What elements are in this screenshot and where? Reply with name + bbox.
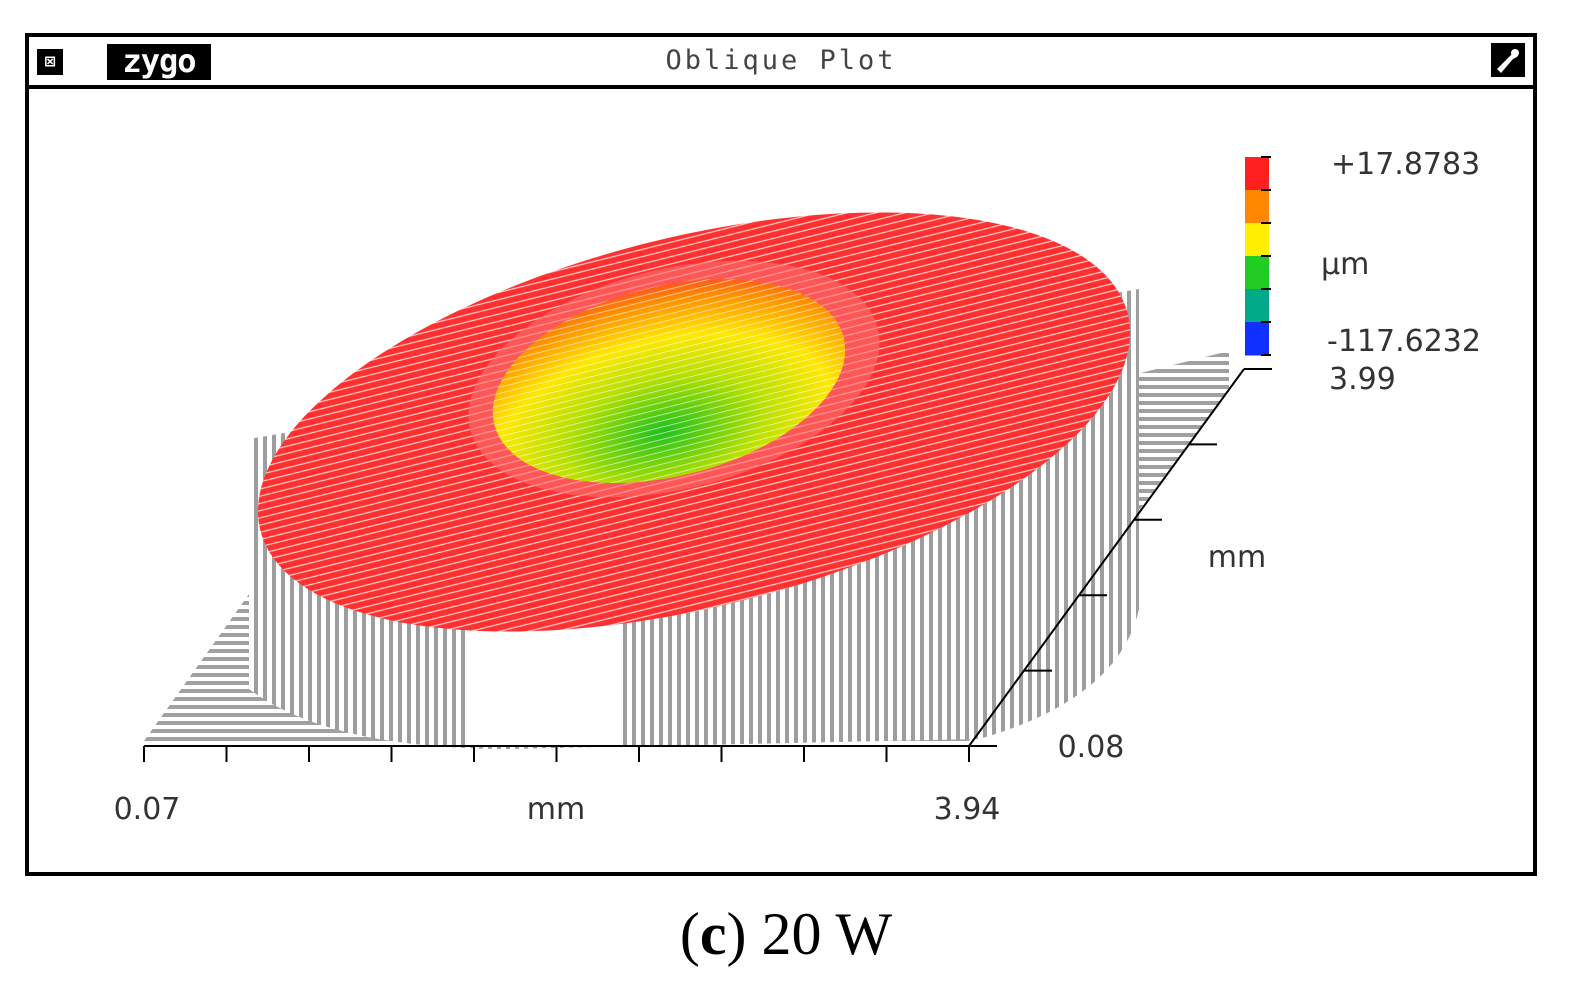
y-axis-min: 0.08 <box>1058 730 1125 765</box>
y-axis-max: 3.99 <box>1329 362 1396 397</box>
caption-letter: c <box>699 901 727 967</box>
colorbar-segment <box>1245 223 1269 257</box>
colorbar <box>1245 156 1271 356</box>
figure-caption: (c) 20 W <box>679 901 893 967</box>
x-axis-label: mm <box>527 792 585 827</box>
x-axis-min: 0.07 <box>114 792 181 827</box>
close-box-icon[interactable]: ⊠ <box>37 49 63 75</box>
tool-wrench-icon[interactable] <box>1491 43 1525 77</box>
colorbar-segment <box>1245 190 1269 224</box>
x-axis-ticks <box>143 746 970 762</box>
colorbar-segment <box>1245 157 1269 191</box>
colorbar-unit: µm <box>1321 247 1369 282</box>
y-axis-line <box>968 368 1245 747</box>
colorbar-max: +17.8783 <box>1331 147 1480 182</box>
window-title: Oblique Plot <box>665 45 897 76</box>
crater-scanlines <box>492 279 846 483</box>
y-axis-ticks <box>969 368 1272 747</box>
zygo-window: ⊠ zygo Oblique Plot <box>25 33 1537 876</box>
y-axis-label: mm <box>1208 540 1266 575</box>
oblique-plot: 0.07 mm 3.94 0.08 mm 3.99 +17.8783 µm -1… <box>114 147 1481 827</box>
brand-logo: zygo <box>107 44 211 80</box>
colorbar-segment <box>1245 256 1269 290</box>
colorbar-segment <box>1245 289 1269 323</box>
title-bar: ⊠ zygo Oblique Plot <box>29 37 1533 89</box>
caption-text: 20 W <box>761 901 893 967</box>
colorbar-segment <box>1245 322 1269 356</box>
x-axis-max: 3.94 <box>934 792 1001 827</box>
colorbar-min: -117.6232 <box>1327 324 1481 359</box>
